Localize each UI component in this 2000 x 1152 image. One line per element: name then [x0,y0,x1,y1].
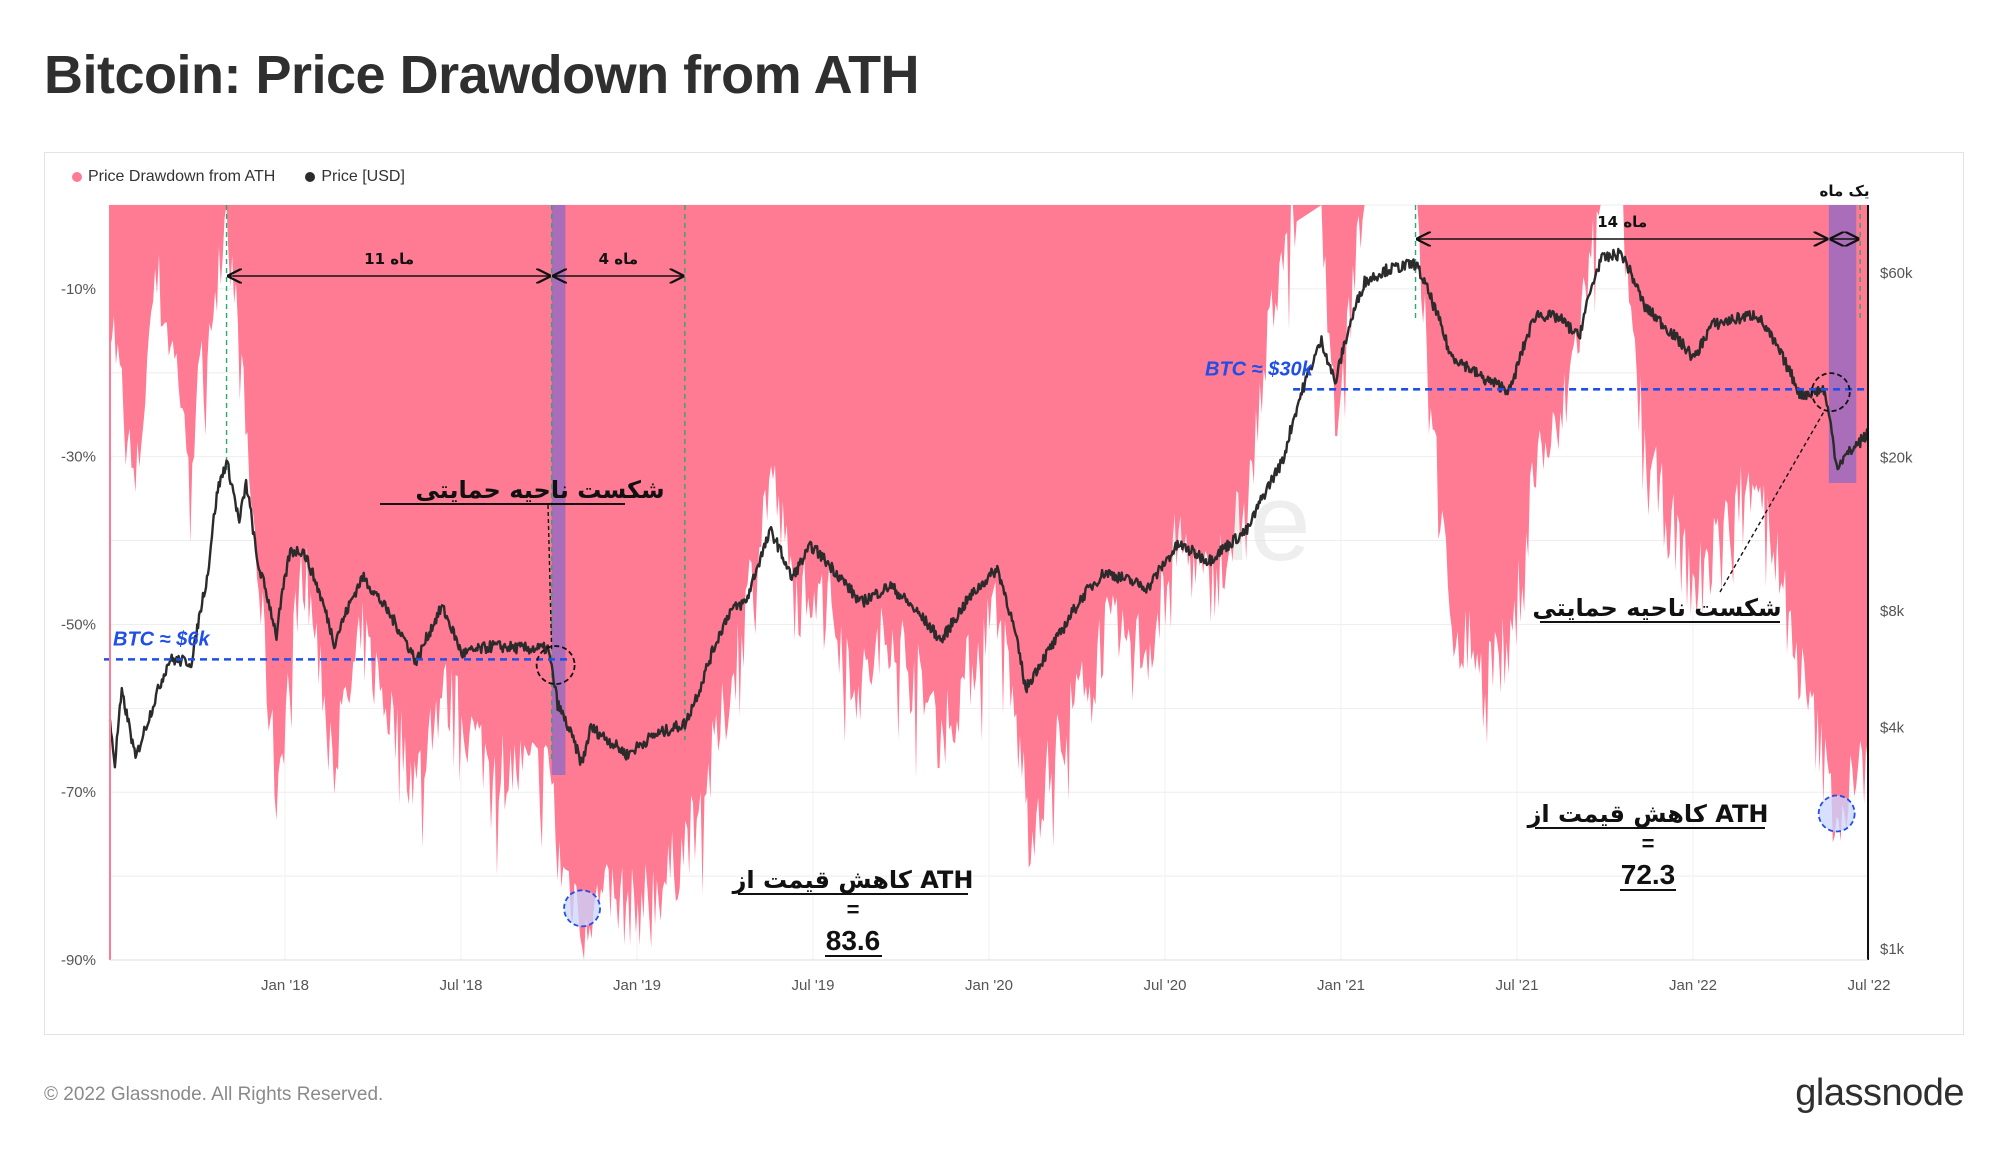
x-axis-tick-3: Jan '19 [613,977,661,994]
x-axis-tick-7: Jan '21 [1317,977,1365,994]
x-axis-tick-9: Jan '22 [1669,977,1717,994]
x-axis-tick-2: Jul '18 [440,977,483,994]
legend-label-price: Price [USD] [321,168,405,185]
span-label-4: یک ماه [1819,182,1869,200]
left-axis-tick-4: -70% [61,784,96,801]
support-break-circle-1 [535,645,576,685]
legend-dot-price [305,172,316,182]
legend-item-drawdown[interactable]: Price Drawdown from ATH [72,168,275,186]
x-axis-tick-8: Jul '21 [1496,977,1539,994]
support-break-pointer-1 [547,504,553,650]
x-axis-tick-1: Jan '18 [261,977,309,994]
legend-label-drawdown: Price Drawdown from ATH [88,168,276,185]
x-axis-tick-6: Jul '20 [1144,977,1187,994]
legend-dot-drawdown [72,172,82,182]
price-series-line [108,247,1870,769]
support-lines: BTC ≈ $6k BTC ≈ $30k [104,358,1867,928]
span-label-2: 4 ماه [599,250,638,268]
x-axis-tick-5: Jan '20 [965,977,1013,994]
support-break-label-2: شکست ناحیه حمایتی [1532,594,1781,622]
right-axis-tick-1: $60k [1880,265,1913,282]
span-label-1: 11 ماه [364,250,414,268]
left-axis-tick-5: -90% [61,952,96,969]
annotations: شکست ناحیه حمایتی شکست ناحیه حمایتی کاهش… [380,476,1782,957]
drawdown-note-2-line2: = [1642,831,1655,856]
left-axis-tick-3: -50% [61,616,96,633]
drawdown-note-2-line1: کاهش قیمت از ATH [1527,800,1769,828]
page-title: Bitcoin: Price Drawdown from ATH [44,45,920,105]
chart-legend: Price Drawdown from ATH Price [USD] [72,168,405,186]
right-axis-tick-5: $1k [1880,941,1905,958]
right-axis-tick-4: $4k [1880,719,1905,736]
drawdown-note-2-line3: 72.3 [1621,859,1676,890]
left-axis-tick-2: -30% [61,449,96,466]
drawdown-series-area [110,205,1868,960]
highlight-band-1 [551,205,566,775]
axes: -10% -30% -50% -70% -90% $60k $20k $8k $4k $1k Jan… [61,205,1913,994]
highlight-bands [551,205,1857,775]
brand-logo: glassnode [1795,1072,1964,1114]
support-label-1: BTC ≈ $6k [113,628,210,650]
drawdown-area [110,205,1868,960]
left-axis-tick-1: -10% [61,281,96,298]
x-axis-tick-4: Jul '19 [792,977,835,994]
legend-item-price[interactable]: Price [USD] [305,168,405,186]
drawdown-note-1-line3: 83.6 [826,925,881,956]
support-break-label-1: شکست ناحیه حمایتی [415,476,664,504]
right-axis-tick-3: $8k [1880,603,1905,620]
drawdown-note-1-line2: = [847,897,860,922]
support-label-2: BTC ≈ $30k [1205,358,1314,380]
span-label-3: 14 ماه [1597,213,1647,231]
price-line [108,247,1870,769]
right-axis-tick-2: $20k [1880,449,1913,466]
x-axis-tick-10: Jul '22 [1848,977,1891,994]
drawdown-note-1-line1: کاهش قیمت از ATH [732,866,974,894]
support-break-circle-2 [1810,372,1851,413]
copyright-text: © 2022 Glassnode. All Rights Reserved. [44,1084,384,1105]
drawdown-low-circle-1 [563,889,601,928]
drawdown-low-circle-2 [1817,794,1856,833]
